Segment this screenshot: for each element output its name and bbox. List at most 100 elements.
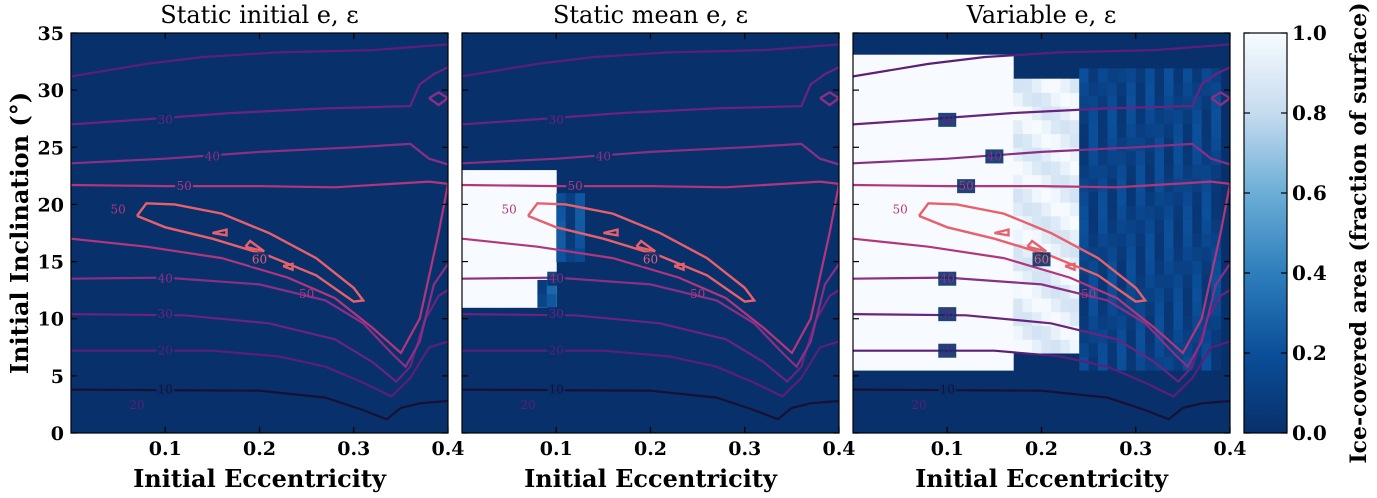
ice-cell [518, 293, 529, 308]
ice-cell [1079, 329, 1090, 344]
ice-cell [1173, 123, 1184, 138]
ice-cell [1069, 270, 1080, 285]
contour-label: 50 [892, 203, 907, 217]
ice-cell [1145, 260, 1156, 275]
ice-cell [1126, 82, 1137, 97]
ice-cell [1041, 202, 1052, 217]
ice-cell [546, 211, 557, 226]
ice-cell [871, 233, 882, 248]
ice-cell [1154, 205, 1165, 220]
y-tick-label: 15 [38, 252, 64, 274]
contour-loop [212, 228, 228, 237]
ice-cell [1088, 315, 1099, 330]
ice-cell [928, 301, 939, 316]
ice-cell [1060, 339, 1071, 354]
ice-cell [1173, 150, 1184, 165]
ice-cell [490, 279, 501, 295]
ice-cell [1079, 137, 1090, 152]
ice-cell [919, 164, 929, 179]
ice-cell [1098, 95, 1108, 111]
ice-cell [1154, 137, 1165, 152]
ice-cell [994, 95, 1005, 111]
ice-cell [966, 205, 976, 220]
ice-cell [1173, 178, 1184, 193]
ice-cell [1050, 133, 1061, 148]
ice-cell [1154, 68, 1165, 83]
ice-cell [1154, 109, 1165, 124]
ice-cell [1079, 150, 1090, 165]
ice-cell [1022, 243, 1033, 258]
ice-cell [537, 183, 548, 199]
ice-cell [1154, 274, 1165, 289]
ice-cell [1182, 301, 1193, 316]
ice-cell [575, 247, 585, 263]
ice-cell [1164, 191, 1174, 207]
ice-cell [1192, 274, 1203, 289]
ice-cell [1003, 315, 1014, 330]
ice-cell [1211, 219, 1222, 234]
ice-cell [1192, 82, 1203, 97]
ice-cell [1013, 325, 1024, 340]
ice-cell [509, 279, 519, 295]
colorbar-tick-label: 0.6 [1292, 181, 1327, 205]
ice-cell [546, 225, 557, 240]
ice-cell [975, 274, 986, 289]
ice-cell [471, 225, 482, 240]
ice-cell [909, 54, 920, 69]
ice-cell [1135, 82, 1146, 97]
contour-line-30 [71, 66, 448, 126]
x-axis-label: Initial Eccentricity [133, 464, 387, 493]
ice-cell [966, 164, 976, 179]
ice-cell [956, 315, 967, 330]
ice-cell [1032, 78, 1042, 93]
ice-cell [862, 301, 873, 316]
ice-cell [862, 95, 873, 111]
ice-cell [937, 164, 948, 179]
ice-cell [537, 197, 548, 212]
ice-cell [490, 183, 501, 199]
contour-line-40 [853, 263, 1230, 369]
ice-cell [928, 356, 939, 371]
ice-cell [956, 68, 967, 83]
ice-cell [1041, 229, 1052, 244]
ice-cell [928, 123, 939, 138]
ice-cell [1098, 150, 1108, 165]
ice-cell [518, 225, 529, 240]
ice-cell [1211, 137, 1222, 152]
ice-cell [1182, 356, 1193, 371]
ice-cell [509, 183, 519, 199]
ice-cell [480, 183, 491, 199]
ice-cell [975, 329, 986, 344]
ice-cell [966, 301, 976, 316]
ice-cell [947, 191, 958, 207]
ice-cell [1145, 150, 1156, 165]
ice-cell [1041, 325, 1052, 340]
ice-cell [1069, 298, 1080, 313]
ice-cell [1211, 356, 1222, 371]
ice-cell [1003, 233, 1014, 248]
contour-loop [673, 262, 685, 272]
ice-cell [909, 260, 920, 275]
ice-cell [947, 233, 958, 248]
ice-cell [1201, 82, 1212, 97]
contour-loop [819, 90, 839, 107]
ice-cell [871, 191, 882, 207]
ice-cell [956, 191, 967, 207]
ice-cell [1154, 95, 1165, 111]
ice-cell [853, 287, 863, 303]
ice-cell [890, 287, 901, 303]
ice-cell [1135, 356, 1146, 371]
ice-cell [1060, 229, 1071, 244]
ice-cell [1164, 246, 1174, 261]
ice-cell [1069, 339, 1080, 354]
ice-cell [1013, 78, 1024, 93]
contour-loop [244, 239, 265, 253]
ice-cell [928, 150, 939, 165]
ice-cell [1154, 150, 1165, 165]
ice-cell [862, 260, 873, 275]
ice-cell [1098, 164, 1108, 179]
ice-cell [1211, 287, 1222, 303]
ice-cell [1088, 109, 1099, 124]
ice-cell [1145, 329, 1156, 344]
